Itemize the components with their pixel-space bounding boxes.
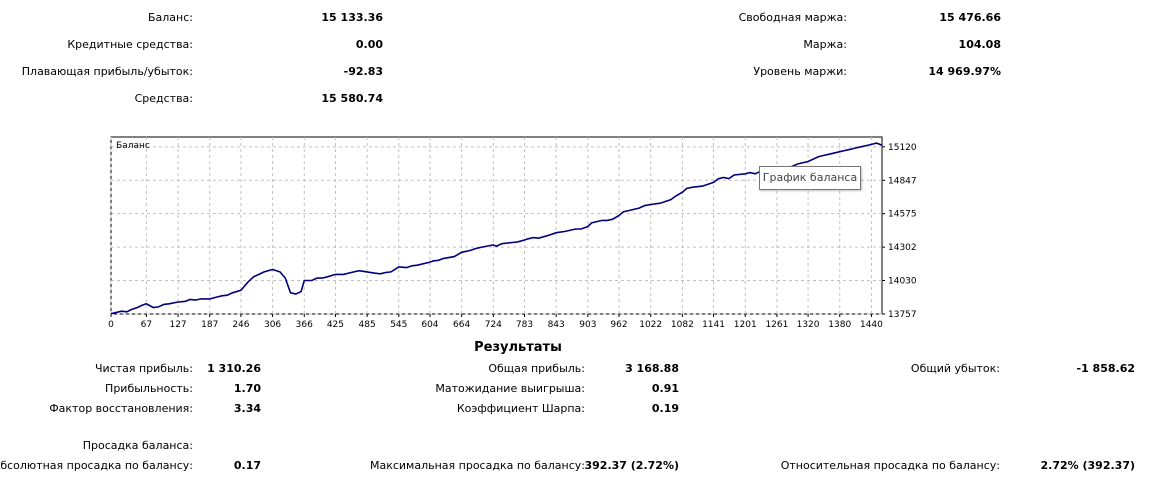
sharpe-label: Коэффициент Шарпа:	[456, 402, 585, 415]
x-tick-label: 1261	[765, 320, 788, 330]
balance-chart[interactable]: 0 67 127 187 246 306 366 425 485 545 604 664 724 783 8…	[0, 0, 1157, 340]
x-tick-label: 843	[548, 320, 565, 330]
floating-pl-label: Плавающая прибыль/убыток:	[21, 65, 193, 78]
x-tick-label: 545	[390, 320, 407, 330]
equity-value: 15 580.74	[321, 92, 383, 105]
margin-label: Маржа:	[803, 38, 847, 51]
x-tick-label: 485	[359, 320, 376, 330]
x-tick-label: 366	[296, 320, 313, 330]
max-drawdown-value: 392.37 (2.72%)	[584, 459, 680, 472]
floating-pl-value: -92.83	[343, 65, 383, 78]
x-tick-label: 664	[453, 320, 470, 330]
margin-value: 104.08	[958, 38, 1001, 51]
x-tick-label: 1082	[671, 320, 694, 330]
expected-payoff-value: 0.91	[651, 382, 679, 395]
balance-value: 15 133.36	[321, 11, 383, 24]
x-tick-label: 1440	[860, 320, 883, 330]
x-tick-label: 187	[201, 320, 218, 330]
balance-label: Баланс:	[147, 11, 193, 24]
x-tick-label: 306	[264, 320, 281, 330]
gross-loss-value: -1 858.62	[1076, 362, 1136, 375]
credit-label: Кредитные средства:	[67, 38, 193, 51]
rel-drawdown-label: Относительная просадка по балансу:	[780, 459, 1000, 472]
x-tick-label: 724	[485, 320, 502, 330]
x-tick-label: 67	[141, 320, 152, 330]
x-tick-label: 1380	[828, 320, 851, 330]
y-tick-label: 14847	[888, 176, 917, 186]
drawdown-title: Просадка баланса:	[82, 439, 193, 452]
credit-value: 0.00	[355, 38, 383, 51]
sharpe-value: 0.19	[651, 402, 679, 415]
gross-profit-label: Общая прибыль:	[488, 362, 585, 375]
x-tick-label: 962	[610, 320, 627, 330]
y-tick-label: 15120	[888, 143, 917, 153]
chart-frame	[110, 136, 883, 315]
profitability-label: Прибыльность:	[105, 382, 193, 395]
rel-drawdown-value: 2.72% (392.37)	[1040, 459, 1136, 472]
y-tick-label: 14302	[888, 243, 917, 253]
y-tick-label: 13757	[888, 310, 917, 320]
x-tick-label: 783	[516, 320, 533, 330]
gross-profit-value: 3 168.88	[625, 362, 679, 375]
x-tick-label: 127	[169, 320, 186, 330]
x-tick-label: 1141	[702, 320, 725, 330]
margin-level-value: 14 969.97%	[928, 65, 1001, 78]
x-tick-label: 1320	[797, 320, 820, 330]
x-tick-label: 604	[421, 320, 438, 330]
gross-loss-label: Общий убыток:	[910, 362, 1000, 375]
x-tick-label: 903	[579, 320, 596, 330]
free-margin-label: Свободная маржа:	[738, 11, 847, 24]
max-drawdown-label: Максимальная просадка по балансу:	[369, 459, 585, 472]
x-axis-ticks: 0 67 127 187 246 306 366 425 485 545 604 664 724 783 8…	[108, 314, 883, 330]
chart-grid-horizontal	[111, 146, 882, 315]
x-tick-label: 0	[108, 320, 114, 330]
recovery-factor-value: 3.34	[233, 402, 261, 415]
chart-title: Баланс	[116, 141, 150, 151]
net-profit-value: 1 310.26	[207, 362, 261, 375]
x-tick-label: 425	[327, 320, 344, 330]
x-tick-label: 246	[232, 320, 249, 330]
equity-label: Средства:	[134, 92, 193, 105]
y-axis-ticks: 13757 14030 14302 14575 14847 15120	[882, 143, 917, 320]
abs-drawdown-label: Абсолютная просадка по балансу:	[0, 459, 193, 472]
chart-tooltip: График баланса	[759, 166, 861, 190]
abs-drawdown-value: 0.17	[233, 459, 261, 472]
x-tick-label: 1201	[734, 320, 757, 330]
balance-series-line[interactable]	[110, 142, 883, 315]
y-tick-label: 14030	[888, 277, 917, 287]
profitability-value: 1.70	[233, 382, 261, 395]
free-margin-value: 15 476.66	[939, 11, 1001, 24]
net-profit-label: Чистая прибыль:	[94, 362, 193, 375]
expected-payoff-label: Матожидание выигрыша:	[435, 382, 585, 395]
results-title: Результаты	[474, 340, 562, 355]
y-tick-label: 14575	[888, 210, 917, 220]
x-tick-label: 1022	[639, 320, 662, 330]
margin-level-label: Уровень маржи:	[753, 65, 847, 78]
recovery-factor-label: Фактор восстановления:	[49, 402, 193, 415]
